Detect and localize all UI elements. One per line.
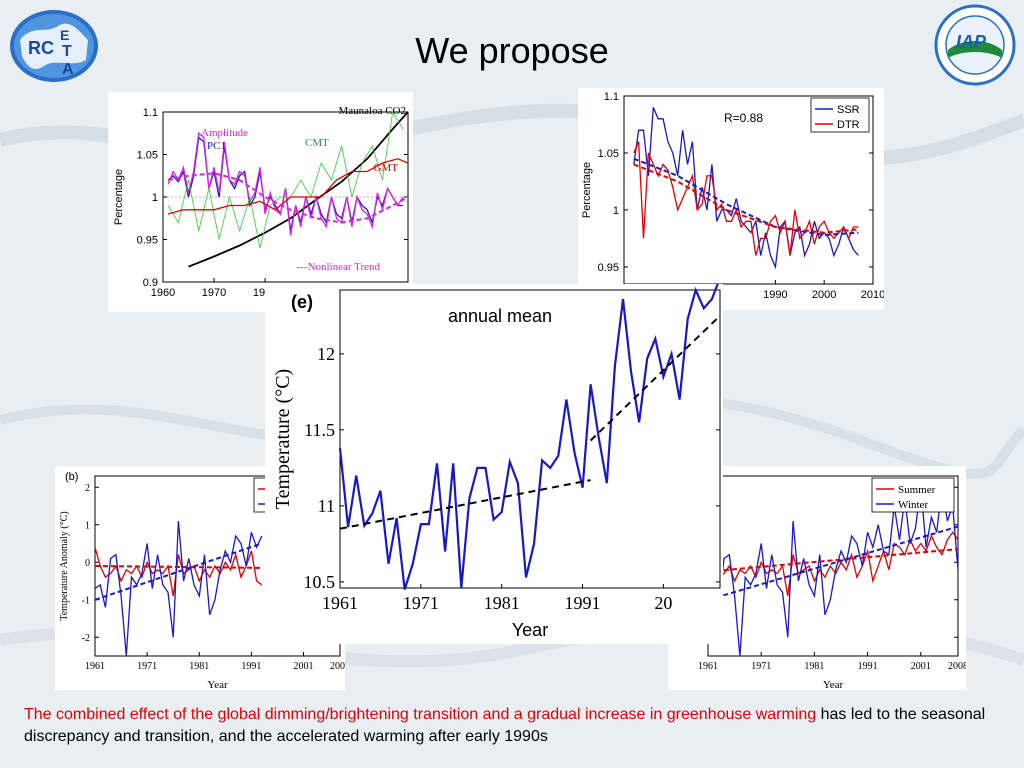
top-left-series-cmt xyxy=(167,110,404,249)
top-left-xtick-label: 1960 xyxy=(151,287,175,299)
top-left-label-maunaloa-co2: Maunaloa CO2 xyxy=(338,105,406,117)
bottom-right-xtick-label: 1991 xyxy=(858,661,878,672)
chart-top-left: 0.90.9511.051.1196019701980PercentageMau… xyxy=(108,92,413,312)
top-right-ytick-label: 0.95 xyxy=(598,262,619,274)
top-right-ytick-label: 1 xyxy=(613,205,619,217)
bottom-left-ytick-label: 1 xyxy=(85,520,90,531)
top-left-label-gmt: GMT xyxy=(374,162,399,174)
caption-highlight: The combined effect of the global dimmin… xyxy=(24,706,817,723)
svg-text:A: A xyxy=(62,61,74,78)
center-xtick-label: 1961 xyxy=(322,593,358,613)
svg-text:RC: RC xyxy=(28,38,54,58)
top-right-series-ssr-trend xyxy=(633,157,859,237)
bottom-right-xtick-label: 1961 xyxy=(698,661,718,672)
chart-top-right: 0.95 1 1.05 1.1 1990 2000 2010 Percentage R=0.88… xyxy=(578,88,884,310)
svg-text:IAP: IAP xyxy=(956,32,987,52)
top-right-ytick-label: 1.05 xyxy=(598,148,619,160)
top-left-ytick-label: 0.95 xyxy=(137,234,158,246)
top-right-ytick-label: 1.1 xyxy=(604,91,619,103)
top-left-label-nonlinear-trend: ---Nonlinear Trend xyxy=(297,261,381,273)
slide-caption: The combined effect of the global dimmin… xyxy=(24,704,1004,748)
bottom-left-xtick-label: 2008 xyxy=(330,661,345,672)
top-right-series-dtr-trend xyxy=(633,163,859,234)
bottom-left-x-axis-label: Year xyxy=(207,679,228,690)
bottom-right-legend-box xyxy=(871,477,955,513)
center-xtick-label: 1971 xyxy=(403,593,439,613)
bottom-right-series-winter xyxy=(707,487,959,657)
svg-text:T: T xyxy=(62,43,72,60)
bottom-left-series-winter-trend xyxy=(94,542,263,601)
bottom-right-series-summer-trend xyxy=(707,548,959,573)
bottom-right-xtick-label: 1981 xyxy=(804,661,824,672)
top-right-annotation: R=0.88 xyxy=(724,111,763,125)
center-ytick-label: 12 xyxy=(317,344,335,364)
bottom-left-ytick-label: -1 xyxy=(82,595,90,606)
bottom-left-series-winter xyxy=(94,520,263,657)
bottom-left-xtick-label: 1991 xyxy=(241,661,261,672)
top-left-label-pc1: PC1 xyxy=(207,140,226,152)
caption-text: has led to the seasonal discrepancy and … xyxy=(24,706,986,745)
top-left-xtick-label: 1970 xyxy=(202,287,226,299)
bottom-left-xtick-label: 1981 xyxy=(189,661,209,672)
bottom-right-x-axis-label: Year xyxy=(823,679,844,690)
top-right-y-axis-label: Percentage xyxy=(581,162,593,218)
bottom-left-y-axis-label: Temperature Anomaly (°C) xyxy=(59,511,70,620)
center-ytick-label: 11.5 xyxy=(304,420,335,440)
center-y-axis-label: Temperature (°C) xyxy=(272,369,294,509)
top-right-series-dtr xyxy=(633,141,859,256)
slide-title: We propose xyxy=(415,30,609,71)
iap-logo: IAP xyxy=(934,4,1016,86)
center-xtick-label: 1991 xyxy=(565,593,601,613)
top-left-series-amplitude xyxy=(167,132,404,236)
rceta-logo: RC E T A xyxy=(10,10,98,82)
top-left-label-amplitude: Amplitude xyxy=(201,127,248,139)
bottom-left-xtick-label: 1971 xyxy=(137,661,157,672)
top-left-series-gmt xyxy=(167,158,409,215)
bottom-left-xtick-label: 1961 xyxy=(85,661,105,672)
top-right-plot-frame xyxy=(623,95,874,285)
bottom-left-ytick-label: 0 xyxy=(85,558,90,569)
top-right-xtick-label: 2010 xyxy=(861,289,884,301)
center-ytick-label: 11 xyxy=(318,496,335,516)
top-left-ytick-label: 0.9 xyxy=(143,277,158,289)
top-left-label-cmt: CMT xyxy=(305,137,329,149)
top-right-series-ssr xyxy=(633,107,859,270)
bottom-right-legend-label-winter: Winter xyxy=(898,499,928,511)
center-panel-label: (e) xyxy=(291,292,313,312)
center-series-annual-mean xyxy=(338,284,719,590)
top-right-legend-label-ssr: SSR xyxy=(837,104,860,116)
bottom-right-series-winter-trend xyxy=(707,525,959,601)
bottom-left-series-summer-trend xyxy=(94,565,262,569)
bottom-right-xtick-label: 2008 xyxy=(948,661,966,672)
chart-center: 10.5 11 11.5 12 1961 1971 1981 1991 20 Temperatur… xyxy=(265,284,723,644)
center-x-axis-label: Year xyxy=(512,620,548,640)
top-left-series-nonlinear-trend xyxy=(167,172,409,224)
bottom-right-xtick-label: 2001 xyxy=(911,661,931,672)
center-xtick-label: 20 xyxy=(654,593,672,613)
top-right-xtick-label: 2000 xyxy=(812,289,836,301)
center-subtitle: annual mean xyxy=(448,306,552,326)
top-left-ytick-label: 1.05 xyxy=(137,149,158,161)
top-right-legend-label-dtr: DTR xyxy=(837,119,860,131)
bottom-left-ytick-label: 2 xyxy=(85,483,90,494)
bottom-right-xtick-label: 1971 xyxy=(751,661,771,672)
top-left-ytick-label: 1.1 xyxy=(143,107,158,119)
bottom-left-ytick-label: -2 xyxy=(82,633,90,644)
bottom-left-series-summer xyxy=(94,547,263,597)
bottom-right-legend-label-summer: Summer xyxy=(898,484,936,496)
center-series-trend-1992-2008 xyxy=(589,315,721,442)
top-right-legend-box xyxy=(810,97,870,133)
bottom-left-panel-label: (b) xyxy=(65,471,78,483)
top-left-ytick-label: 1 xyxy=(152,192,158,204)
center-series-trend-1961-1991 xyxy=(339,479,591,530)
top-right-xtick-label: 1990 xyxy=(763,289,787,301)
top-left-y-axis-label: Percentage xyxy=(113,169,125,225)
center-ytick-label: 10.5 xyxy=(304,572,336,592)
center-plot-frame xyxy=(339,289,721,589)
svg-text:E: E xyxy=(60,27,69,43)
center-xtick-label: 1981 xyxy=(484,593,520,613)
bottom-left-xtick-label: 2001 xyxy=(294,661,314,672)
